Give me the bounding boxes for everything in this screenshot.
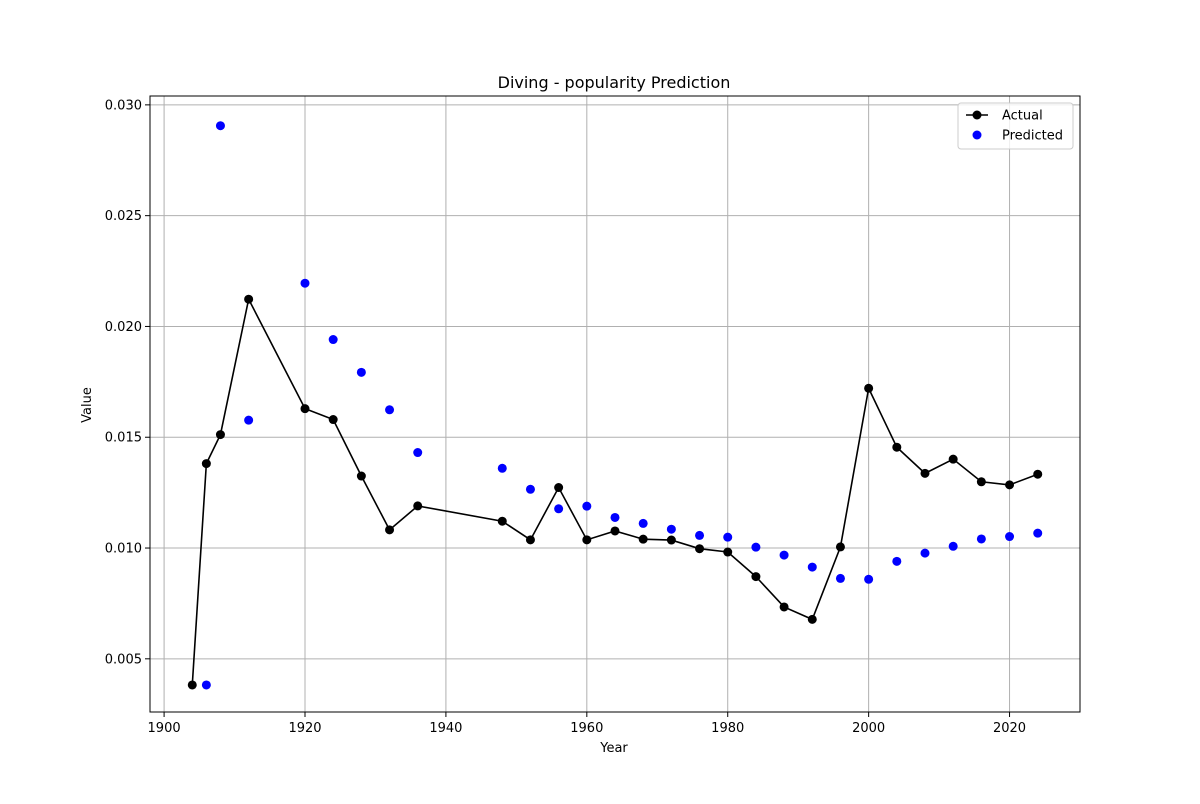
legend-actual-label: Actual	[1002, 109, 1043, 124]
actual-point	[328, 415, 338, 425]
y-tick-label: 0.025	[105, 209, 142, 224]
y-tick-label: 0.015	[105, 431, 142, 446]
predicted-point	[413, 448, 423, 458]
predicted-point	[385, 405, 395, 415]
legend: Actual Predicted	[957, 102, 1074, 150]
legend-predicted-label: Predicted	[1002, 129, 1063, 144]
actual-point	[723, 547, 733, 557]
actual-point	[187, 680, 197, 690]
predicted-point	[976, 534, 986, 544]
predicted-point	[1005, 532, 1015, 542]
x-tick-label: 1940	[429, 721, 462, 736]
predicted-point	[300, 278, 310, 288]
x-axis-label: Year	[599, 741, 628, 756]
actual-point	[201, 459, 211, 469]
predicted-point	[525, 484, 535, 494]
actual-point	[807, 614, 817, 624]
actual-point	[385, 525, 395, 535]
predicted-point	[328, 335, 338, 345]
actual-point	[1033, 469, 1043, 479]
y-axis-label: Value	[80, 387, 95, 423]
actual-point	[638, 534, 648, 544]
x-tick-label: 1920	[288, 721, 321, 736]
y-tick-label: 0.030	[105, 98, 142, 113]
predicted-point	[920, 548, 930, 558]
actual-line	[191, 296, 1039, 686]
x-tick-label: 1960	[570, 721, 603, 736]
x-tick-label: 1900	[148, 721, 181, 736]
actual-point	[300, 404, 310, 414]
axis-ticks: 1900 1920 1940 1960 1980 2000 2020 0.005 0.010 0.…	[105, 98, 1026, 736]
y-tick-label: 0.010	[105, 542, 142, 557]
actual-point	[554, 483, 564, 493]
predicted-point	[807, 562, 817, 572]
x-tick-label: 2000	[852, 721, 885, 736]
actual-point	[244, 294, 254, 304]
actual-point	[356, 471, 366, 481]
actual-point	[864, 383, 874, 393]
predicted-point	[948, 541, 958, 551]
actual-point	[751, 572, 761, 582]
predicted-point	[582, 501, 592, 511]
actual-point	[610, 526, 620, 536]
plot-frame	[149, 95, 1081, 713]
predicted-point	[610, 512, 620, 522]
chart-title: Diving - popularity Prediction	[498, 73, 731, 92]
legend-predicted-marker	[972, 130, 982, 140]
predicted-point	[201, 680, 211, 690]
predicted-point	[1033, 528, 1043, 538]
predicted-point	[638, 518, 648, 528]
y-tick-label: 0.005	[105, 652, 142, 667]
actual-point	[695, 544, 705, 554]
predicted-point	[892, 556, 902, 566]
predicted-point	[835, 573, 845, 583]
actual-point	[835, 542, 845, 552]
actual-point	[892, 442, 902, 452]
actual-point	[920, 468, 930, 478]
predicted-point	[215, 121, 225, 131]
predicted-point	[779, 550, 789, 560]
x-tick-label: 1980	[711, 721, 744, 736]
actual-point	[666, 535, 676, 545]
actual-point	[497, 516, 507, 526]
actual-point	[779, 602, 789, 612]
actual-point	[948, 454, 958, 464]
actual-point	[976, 477, 986, 487]
predicted-point	[244, 415, 254, 425]
legend-actual-marker	[972, 110, 982, 120]
predicted-point	[751, 542, 761, 552]
actual-point	[582, 535, 592, 545]
actual-point	[1005, 480, 1015, 490]
actual-series	[187, 294, 1043, 690]
predicted-point	[723, 532, 733, 542]
y-tick-label: 0.020	[105, 320, 142, 335]
predicted-point	[356, 367, 366, 377]
predicted-point	[554, 504, 564, 514]
predicted-point	[666, 524, 676, 534]
series-layer	[187, 121, 1043, 690]
actual-point	[413, 501, 423, 511]
predicted-point	[695, 530, 705, 540]
actual-point	[525, 535, 535, 545]
predicted-point	[864, 574, 874, 584]
predicted-point	[497, 463, 507, 473]
grid-lines	[150, 96, 1080, 712]
predicted-series	[201, 121, 1043, 690]
actual-point	[215, 430, 225, 440]
x-tick-label: 2020	[993, 721, 1026, 736]
